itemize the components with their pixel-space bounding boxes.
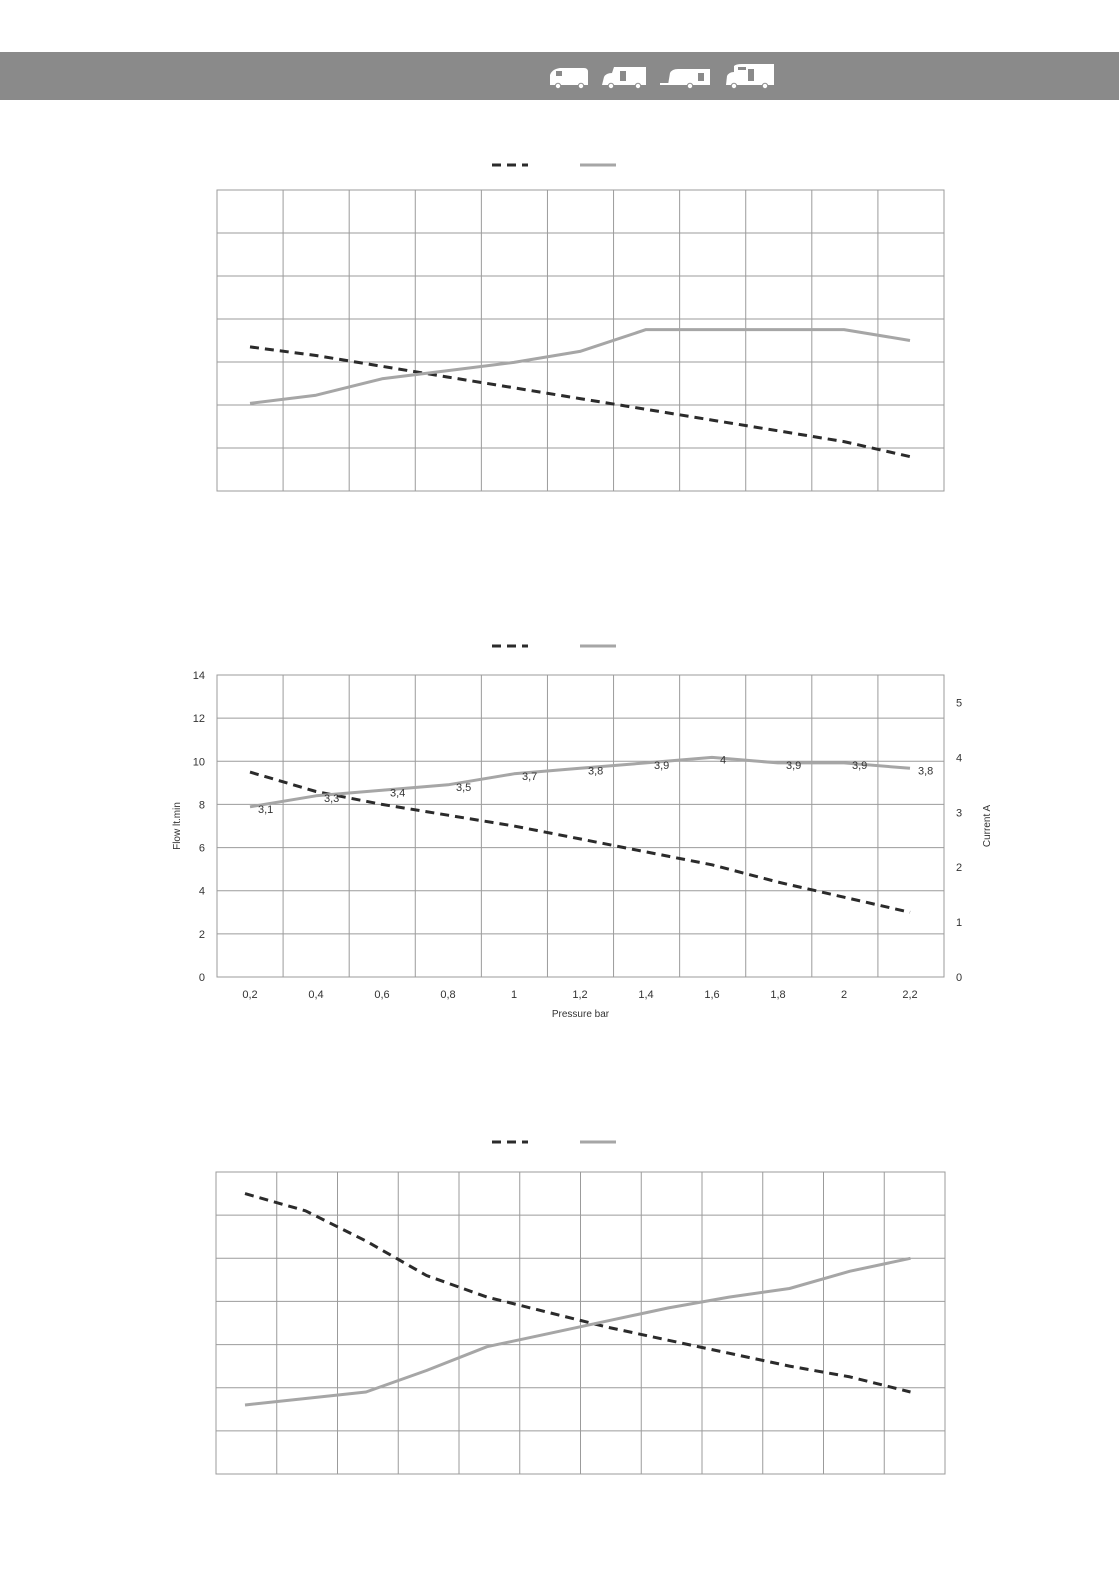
y2-tick-label: 2 [956, 862, 962, 874]
flow-line [249, 345, 911, 459]
data-label: 3,4 [390, 787, 405, 799]
data-label: 3,9 [654, 760, 669, 772]
data-label: 3,8 [918, 765, 933, 777]
data-label: 4 [720, 754, 726, 766]
flow-line [244, 1192, 911, 1394]
y2-tick-label: 1 [956, 917, 962, 929]
y2-axis-label: Current A [982, 805, 993, 848]
x-tick-label: 1,8 [770, 989, 785, 1001]
header-bar [0, 52, 1119, 100]
current-line [249, 755, 911, 809]
grid [215, 1171, 946, 1475]
y-tick-label: 14 [193, 670, 205, 682]
caravan-icon [660, 69, 710, 90]
chart-top [216, 163, 945, 492]
data-label: 3,1 [258, 804, 273, 816]
current-line [249, 328, 911, 405]
data-label: 3,9 [786, 760, 801, 772]
y-tick-label: 6 [199, 843, 205, 855]
grid [216, 189, 945, 492]
data-label: 3,3 [324, 793, 339, 805]
plot-frame [216, 189, 945, 492]
y-tick-label: 0 [199, 972, 205, 984]
y2-tick-label: 3 [956, 807, 962, 819]
vehicle-icons [550, 64, 774, 90]
x-tick-label: 1 [511, 989, 517, 1001]
y-axis-label: Flow lt.min [172, 802, 183, 850]
x-axis-label: Pressure bar [552, 1009, 610, 1020]
chart-bottom [215, 1140, 946, 1475]
x-tick-label: 0,6 [374, 989, 389, 1001]
x-tick-label: 1,6 [704, 989, 719, 1001]
x-tick-label: 0,8 [440, 989, 455, 1001]
y2-tick-label: 0 [956, 972, 962, 984]
data-label: 3,7 [522, 771, 537, 783]
y-tick-label: 10 [193, 756, 205, 768]
van-icon [550, 68, 588, 90]
y-tick-label: 4 [199, 886, 205, 898]
y-tick-label: 12 [193, 713, 205, 725]
data-label: 3,9 [852, 760, 867, 772]
x-tick-label: 2,2 [902, 989, 917, 1001]
x-tick-label: 2 [841, 989, 847, 1001]
x-tick-label: 1,4 [638, 989, 653, 1001]
grid [216, 674, 945, 978]
y-tick-label: 2 [199, 929, 205, 941]
flow-line [249, 770, 911, 914]
motorhome-icon [602, 67, 646, 90]
x-tick-label: 1,2 [572, 989, 587, 1001]
x-tick-label: 0,4 [308, 989, 323, 1001]
coachbuilt-motorhome-icon [726, 64, 774, 90]
y-tick-label: 8 [199, 799, 205, 811]
data-label: 3,5 [456, 782, 471, 794]
chart-middle: 3,13,3 3,4 3,53,7 3,8 3,9 4 3,9 3,9 3,8024681012… [172, 644, 993, 1020]
y2-tick-label: 4 [956, 752, 962, 764]
plot-frame [216, 674, 945, 978]
data-label: 3,8 [588, 765, 603, 777]
y2-tick-label: 5 [956, 697, 962, 709]
current-line [244, 1256, 911, 1407]
x-tick-label: 0,2 [242, 989, 257, 1001]
